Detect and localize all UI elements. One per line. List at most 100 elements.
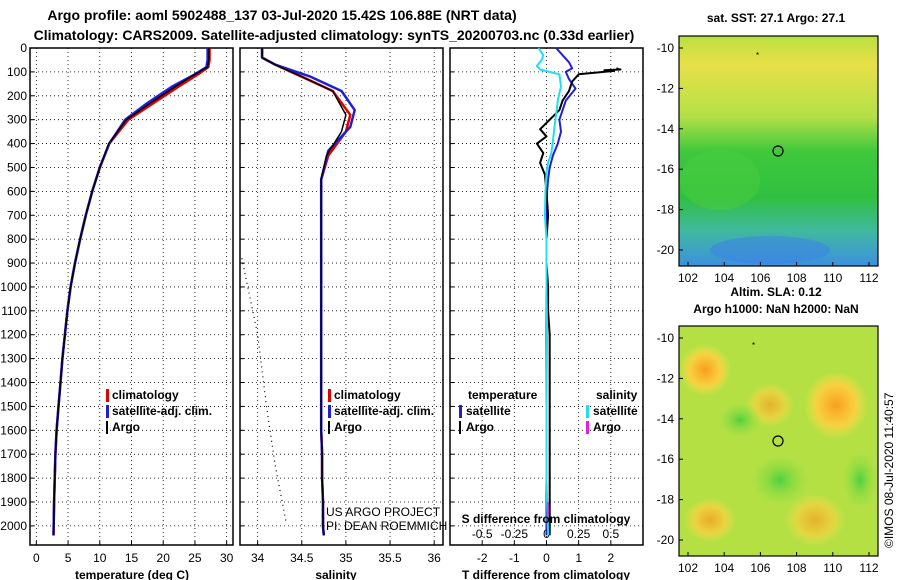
x-tick-label: 5	[65, 551, 72, 565]
map-lon-label: 102	[678, 271, 698, 285]
legend2-argo: Argo	[334, 420, 362, 434]
s-diff-label: S difference from climatology	[462, 512, 631, 526]
depth-label: 1300	[0, 352, 27, 366]
x-tick-label: 25	[188, 551, 202, 565]
sla-warm-4	[684, 498, 736, 542]
series-dotted	[241, 258, 287, 522]
map-lat-label: -12	[657, 371, 675, 385]
depth-label: 300	[7, 113, 27, 127]
sla-warm-2	[804, 371, 868, 439]
sla-lat-ticks: -10 -12 -14 -16 -18 -20	[657, 331, 683, 547]
project-note: US ARGO PROJECT	[326, 505, 441, 519]
x-tick-label: 36	[427, 551, 441, 565]
legend2-climatology: climatology	[334, 388, 401, 402]
map-lat-label: -10	[657, 331, 675, 345]
salinity-x-ticks: 34 34.5 35 35.5 36	[251, 541, 441, 565]
x-tick-label: -1	[509, 551, 520, 565]
map-lon-label: 112	[859, 561, 878, 575]
salinity-frame	[239, 47, 444, 546]
depth-label: 600	[7, 184, 27, 198]
depth-label: 400	[7, 137, 27, 151]
x-tick-label: 34.5	[290, 551, 314, 565]
series-climatology	[260, 48, 352, 536]
x-tick-label: 34	[251, 551, 265, 565]
depth-label: 200	[7, 89, 27, 103]
sst-cold-patch	[710, 236, 830, 264]
credit: ©IMOS 08-Jul-2020 11:40:57	[882, 392, 896, 548]
x-tick-label: 20	[157, 551, 171, 565]
t-diff-x-label: T difference from climatology	[462, 568, 630, 580]
salinity-legend: climatology satellite-adj. clim. Argo	[328, 388, 434, 434]
legend3-t-argo-swatch	[459, 421, 461, 434]
sla-warm-5	[785, 494, 845, 546]
temperature-panel: 0100200300400500600700800900100011001200…	[0, 41, 234, 580]
map-lat-label: -14	[657, 122, 675, 136]
salinity-panel: 34 34.5 35 35.5 36 salinity climatology sate…	[239, 47, 447, 580]
difference-series	[535, 47, 622, 536]
legend2-argo-swatch	[328, 421, 330, 434]
title-line2: Climatology: CARS2009. Satellite-adjuste…	[34, 27, 635, 43]
legend-climatology-swatch	[106, 389, 109, 402]
temperature-series	[52, 48, 211, 536]
sla-warm-1	[679, 344, 731, 396]
x-tick-label: 30	[220, 551, 234, 565]
sla-title-1: Altim. SLA: 0.12	[730, 285, 822, 299]
depth-label: 500	[7, 160, 27, 174]
map-lat-label: -20	[657, 533, 675, 547]
depth-label: 2000	[0, 519, 27, 533]
legend-climatology: climatology	[112, 388, 179, 402]
sst-map: sat. SST: 27.1 Argo: 27.1 * 102 104 106 108…	[657, 11, 879, 285]
legend3-s-argo-swatch	[586, 421, 589, 434]
s-diff-tick: 0.25	[567, 527, 591, 541]
x-tick-label: 35	[339, 551, 353, 565]
sst-star: *	[756, 51, 759, 60]
series-climatology	[52, 48, 211, 536]
depth-label: 700	[7, 208, 27, 222]
legend3-t-satellite-swatch	[459, 405, 462, 418]
depth-label: 1700	[0, 447, 27, 461]
map-lon-label: 110	[823, 561, 842, 575]
difference-x-ticks: -2 -1 0 1 2	[477, 541, 614, 565]
legend2-satellite: satellite-adj. clim.	[334, 404, 434, 418]
legend-argo: Argo	[112, 420, 140, 434]
series-satellite-adj-clim-	[260, 48, 356, 536]
depth-label: 1500	[0, 399, 27, 413]
depth-label: 1200	[0, 328, 27, 342]
salinity-x-label: salinity	[315, 568, 357, 580]
map-lon-label: 110	[823, 271, 842, 285]
x-tick-label: 15	[125, 551, 139, 565]
depth-label: 800	[7, 232, 27, 246]
depth-label: 900	[7, 256, 27, 270]
salinity-grid	[240, 47, 443, 545]
sla-low-3	[842, 450, 878, 510]
depth-label: 1600	[0, 423, 27, 437]
sla-title-2: Argo h1000: NaN h2000: NaN	[693, 302, 858, 316]
depth-label: 1100	[1, 304, 27, 318]
legend3-t-argo: Argo	[466, 420, 494, 434]
pi-note: PI: DEAN ROEMMICH	[326, 519, 447, 533]
series-satellite-adj-clim-	[52, 48, 209, 536]
legend3-s-argo: Argo	[593, 420, 621, 434]
legend-satellite: satellite-adj. clim.	[112, 404, 212, 418]
series-t-argo	[535, 67, 622, 536]
temperature-grid	[30, 47, 233, 545]
x-tick-label: 1	[575, 551, 582, 565]
sla-star: *	[752, 341, 755, 350]
map-lon-label: 104	[714, 271, 734, 285]
map-lon-label: 108	[787, 271, 807, 285]
legend-satellite-swatch	[106, 405, 109, 418]
map-lon-label: 104	[714, 561, 734, 575]
sla-float-marker	[772, 435, 784, 447]
series-s-satellite	[535, 47, 562, 536]
sst-frame	[678, 35, 879, 267]
difference-panel: -2 -1 0 1 2 -0.5 -0.25 0 0.25 0.5 T difference f…	[449, 47, 644, 580]
legend3-temperature-title: temperature	[468, 388, 538, 402]
map-lon-label: 102	[678, 561, 698, 575]
salinity-series	[241, 48, 356, 536]
legend3-t-satellite: satellite	[466, 404, 511, 418]
map-lat-label: -18	[657, 493, 675, 507]
sst-patch	[680, 150, 760, 210]
map-lat-label: -14	[657, 412, 675, 426]
series-argo	[261, 48, 347, 536]
x-tick-label: 0	[543, 551, 550, 565]
